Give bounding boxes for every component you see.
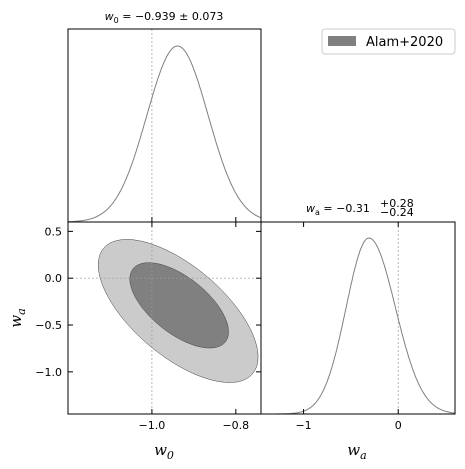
x-axis-label-w0: w0 [154, 441, 174, 462]
joint-x-tick-label: −0.8 [222, 419, 249, 432]
legend: Alam+2020 [321, 28, 456, 55]
inner-contour-68 [129, 262, 229, 349]
joint-y-ticks: 0.5 0.0 −0.5 −1.0 [35, 225, 261, 379]
wa-title-err-minus: −0.24 [380, 206, 414, 219]
joint-y-tick-label: 0.0 [45, 272, 63, 285]
wa-title: wa = −0.31 [306, 202, 370, 217]
wa-marginal-panel: wa = −0.31 +0.28 −0.24 −1 0 wa [260, 197, 456, 462]
w0-marginal-frame [67, 28, 262, 223]
joint-y-tick-label: −1.0 [35, 366, 62, 379]
y-axis-label-wa: wa [7, 308, 28, 327]
w0-marginal-curve [68, 45, 262, 223]
legend-swatch [328, 36, 356, 46]
legend-frame [321, 28, 456, 55]
wa-marginal-curve [261, 237, 456, 415]
joint-x-ticks: −1.0 −0.8 [139, 217, 249, 432]
wa-title-err-plus: +0.28 [380, 197, 414, 210]
wa-x-tick-label: −1 [295, 419, 311, 432]
wa-x-ticks: −1 0 [295, 222, 402, 432]
legend-label: Alam+2020 [366, 35, 443, 50]
joint-y-tick-label: 0.5 [45, 225, 63, 238]
w0-marginal-panel: w0 = −0.939 ± 0.073 [67, 10, 262, 223]
wa-marginal-frame [260, 221, 456, 415]
wa-x-tick-label: 0 [395, 419, 402, 432]
joint-y-tick-label: −0.5 [35, 319, 62, 332]
joint-x-tick-label: −1.0 [139, 419, 166, 432]
w0-title: w0 = −0.939 ± 0.073 [105, 10, 224, 25]
x-axis-label-wa: wa [347, 441, 366, 462]
joint-panel: −1.0 −0.8 0.5 0.0 −0.5 −1.0 w0 wa [7, 217, 262, 462]
